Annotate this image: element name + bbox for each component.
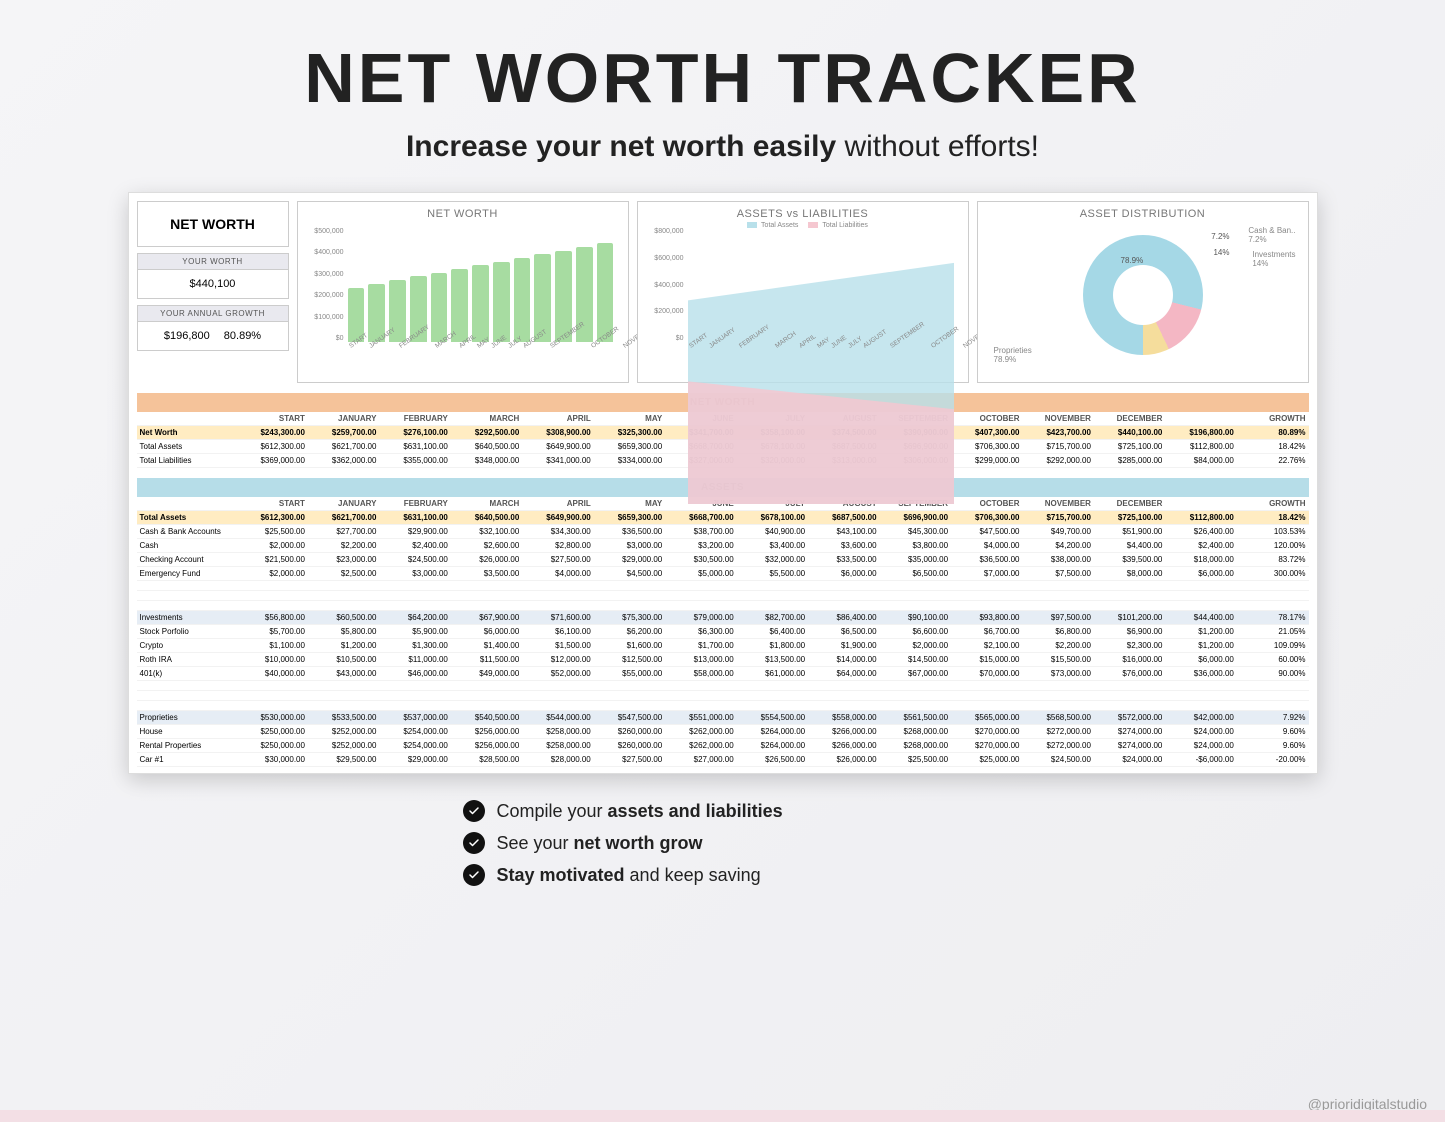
bar: [472, 265, 489, 342]
table-blank-row: [137, 591, 1309, 601]
table-blank-row: [137, 701, 1309, 711]
table-row: Rental Properties$250,000.00$252,000.00$…: [137, 739, 1309, 753]
table-row: Crypto$1,100.00$1,200.00$1,300.00$1,400.…: [137, 639, 1309, 653]
spreadsheet-screenshot: NET WORTH YOUR WORTH $440,100 YOUR ANNUA…: [128, 192, 1318, 774]
networth-bar-chart: NET WORTH $500,000$400,000$300,000$200,0…: [297, 201, 629, 383]
table-blank-row: [137, 601, 1309, 611]
bottom-strip: [0, 1110, 1445, 1122]
promo-title: NET WORTH TRACKER: [0, 38, 1445, 118]
donut-title: ASSET DISTRIBUTION: [986, 208, 1300, 220]
table-row: Car #1$30,000.00$29,500.00$29,000.00$28,…: [137, 753, 1309, 767]
check-icon: [463, 800, 485, 822]
dashboard-row: NET WORTH YOUR WORTH $440,100 YOUR ANNUA…: [137, 201, 1309, 383]
table-row: Investments$56,800.00$60,500.00$64,200.0…: [137, 611, 1309, 625]
your-worth-label: YOUR WORTH: [137, 253, 289, 269]
promo-bullets: Compile your assets and liabilities See …: [463, 800, 983, 886]
check-icon: [463, 864, 485, 886]
bar: [597, 243, 614, 342]
bar-chart-title: NET WORTH: [306, 208, 620, 220]
promo-subtitle-bold: Increase your net worth easily: [406, 130, 836, 163]
area-chart-title: ASSETS vs LIABILITIES: [646, 208, 960, 220]
asset-distribution-chart: ASSET DISTRIBUTION Proprieties78.9%78.9%…: [977, 201, 1309, 383]
table-blank-row: [137, 681, 1309, 691]
bullet-row: Stay motivated and keep saving: [463, 864, 983, 886]
table-blank-row: [137, 691, 1309, 701]
networth-card: NET WORTH YOUR WORTH $440,100 YOUR ANNUA…: [137, 201, 289, 383]
table-row: House$250,000.00$252,000.00$254,000.00$2…: [137, 725, 1309, 739]
assets-vs-liabilities-chart: ASSETS vs LIABILITIES Total AssetsTotal …: [637, 201, 969, 383]
bullet-row: Compile your assets and liabilities: [463, 800, 983, 822]
bar: [514, 258, 531, 342]
table-row: Cash$2,000.00$2,200.00$2,400.00$2,600.00…: [137, 539, 1309, 553]
check-icon: [463, 832, 485, 854]
annual-growth-value: $196,800: [164, 330, 210, 342]
area-svg: [688, 238, 954, 504]
promo-subtitle-rest: without efforts!: [836, 130, 1039, 163]
table-row: Total Assets$612,300.00$621,700.00$631,1…: [137, 511, 1309, 525]
assets-table: STARTJANUARYFEBRUARYMARCHAPRILMAYJUNEJUL…: [137, 497, 1309, 767]
table-row: Cash & Bank Accounts$25,500.00$27,700.00…: [137, 525, 1309, 539]
promo-subtitle: Increase your net worth easily without e…: [0, 130, 1445, 164]
bullet-row: See your net worth grow: [463, 832, 983, 854]
table-row: Emergency Fund$2,000.00$2,500.00$3,000.0…: [137, 567, 1309, 581]
annual-growth-label: YOUR ANNUAL GROWTH: [137, 305, 289, 321]
table-row: 401(k)$40,000.00$43,000.00$46,000.00$49,…: [137, 667, 1309, 681]
table-row: Stock Porfolio$5,700.00$5,800.00$5,900.0…: [137, 625, 1309, 639]
bar: [493, 262, 510, 342]
table-blank-row: [137, 581, 1309, 591]
your-worth-value: $440,100: [190, 278, 236, 290]
table-row: Proprieties$530,000.00$533,500.00$537,00…: [137, 711, 1309, 725]
assets-table-section: ASSETS STARTJANUARYFEBRUARYMARCHAPRILMAY…: [137, 478, 1309, 767]
area-chart-legend: Total AssetsTotal Liabilities: [646, 222, 960, 229]
networth-card-title: NET WORTH: [137, 201, 289, 247]
annual-growth-pct: 80.89%: [224, 330, 261, 342]
table-row: Checking Account$21,500.00$23,000.00$24,…: [137, 553, 1309, 567]
table-row: Roth IRA$10,000.00$10,500.00$11,000.00$1…: [137, 653, 1309, 667]
